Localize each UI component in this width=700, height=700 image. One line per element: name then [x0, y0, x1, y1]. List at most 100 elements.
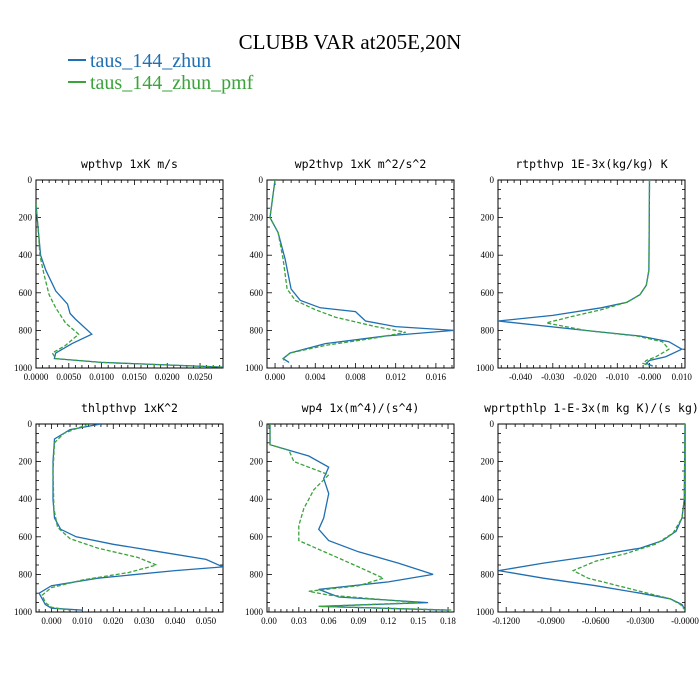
y-tick-label: 800 — [481, 569, 495, 579]
x-tick-label: 0.0050 — [56, 372, 81, 382]
series-line-taus-144-zhun-pmf — [41, 424, 159, 611]
legend-entry-taus-144-zhun-pmf: taus_144_zhun_pmf — [68, 72, 253, 95]
y-tick-label: 800 — [250, 325, 264, 335]
panel-6: wprtpthlp 1-E-3x(m kg K)/(s kg) 0 200 400 60… — [476, 401, 699, 626]
x-tick-label: 0.010 — [72, 616, 93, 626]
y-tick-label: 200 — [19, 213, 33, 223]
y-tick-label: 1000 — [245, 363, 264, 373]
y-tick-label: 0 — [28, 419, 33, 429]
y-tick-label: 800 — [19, 569, 33, 579]
x-tick-label: 0.03 — [291, 616, 307, 626]
x-tick-label: 0.000 — [265, 372, 286, 382]
y-tick-label: 1000 — [245, 607, 264, 617]
y-tick-label: 400 — [250, 250, 264, 260]
x-tick-label: 0.15 — [410, 616, 426, 626]
panel-title: wp4 1x(m^4)/(s^4) — [302, 401, 420, 415]
x-tick-label: 0.040 — [165, 616, 186, 626]
legend-swatch-green — [68, 81, 86, 84]
y-tick-label: 600 — [19, 532, 33, 542]
x-tick-label: -0.0300 — [626, 616, 654, 626]
y-tick-label: 400 — [19, 250, 33, 260]
y-tick-label: 1000 — [476, 363, 495, 373]
legend-entry-taus-144-zhun: taus_144_zhun — [68, 50, 211, 73]
series-line-taus-144-zhun — [38, 424, 223, 611]
y-tick-label: 600 — [250, 288, 264, 298]
series-line-taus-144-zhun-pmf — [269, 180, 406, 363]
y-tick-label: 400 — [250, 494, 264, 504]
y-tick-label: 1000 — [14, 363, 33, 373]
y-tick-label: 200 — [481, 213, 495, 223]
x-tick-label: 0.000 — [41, 616, 62, 626]
y-tick-label: 1000 — [476, 607, 495, 617]
y-tick-label: 800 — [19, 325, 33, 335]
x-tick-label: 0.0000 — [24, 372, 49, 382]
legend-label: taus_144_zhun_pmf — [90, 72, 254, 94]
x-tick-label: -0.020 — [573, 372, 597, 382]
y-tick-label: 200 — [19, 457, 33, 467]
series-line-taus-144-zhun-pmf — [546, 180, 670, 367]
series-line-taus-144-zhun — [36, 204, 223, 368]
y-tick-label: 600 — [19, 288, 33, 298]
y-tick-label: 600 — [250, 532, 264, 542]
x-tick-label: 0.030 — [134, 616, 155, 626]
x-tick-label: 0.020 — [103, 616, 124, 626]
panel-2: wp2thvp 1xK m^2/s^2020040060080010000.00… — [245, 157, 455, 382]
x-tick-label: 0.0250 — [188, 372, 213, 382]
series-line-taus-144-zhun — [498, 180, 684, 367]
x-tick-label: -0.000 — [638, 372, 662, 382]
y-tick-label: 400 — [481, 250, 495, 260]
x-tick-label: 0.00 — [261, 616, 277, 626]
x-tick-label: 0.008 — [345, 372, 366, 382]
x-tick-label: 0.06 — [321, 616, 337, 626]
plot-frame — [497, 423, 686, 613]
y-tick-label: 600 — [481, 288, 495, 298]
series-line-taus-144-zhun-pmf — [36, 204, 223, 368]
chart-main-title: CLUBB VAR at205E,20N — [238, 30, 462, 54]
y-tick-label: 400 — [19, 494, 33, 504]
y-tick-label: 1000 — [14, 607, 33, 617]
y-tick-label: 600 — [481, 532, 495, 542]
x-tick-label: -0.0000 — [671, 616, 699, 626]
panel-title: wp2thvp 1xK m^2/s^2 — [295, 157, 427, 171]
series-line-taus-144-zhun-pmf — [571, 424, 685, 611]
panel-4: thlpthvp 1xK^2 0 200 400 600 800 1000 0.000 0.01… — [14, 401, 224, 626]
y-tick-label: 800 — [481, 325, 495, 335]
series-line-taus-144-zhun — [269, 424, 449, 611]
x-tick-label: -0.1200 — [492, 616, 520, 626]
x-tick-label: -0.040 — [509, 372, 533, 382]
panel-title: wprtpthlp 1-E-3x(m kg K)/(s kg) — [484, 401, 699, 415]
x-tick-label: -0.010 — [606, 372, 630, 382]
y-tick-label: 0 — [490, 175, 495, 185]
y-tick-label: 400 — [481, 494, 495, 504]
y-tick-label: 0 — [259, 175, 264, 185]
x-tick-label: 0.0100 — [89, 372, 114, 382]
x-tick-label: 0.0150 — [122, 372, 147, 382]
series-line-taus-144-zhun — [269, 180, 454, 363]
plot-frame — [35, 179, 224, 369]
x-tick-label: 0.016 — [426, 372, 447, 382]
x-tick-label: 0.18 — [440, 616, 456, 626]
legend-swatch-blue — [68, 59, 86, 62]
y-tick-label: 200 — [250, 213, 264, 223]
x-tick-label: -0.0900 — [537, 616, 565, 626]
y-tick-label: 0 — [259, 419, 264, 429]
y-tick-label: 0 — [28, 175, 33, 185]
x-tick-label: 0.010 — [672, 372, 693, 382]
x-tick-label: 0.050 — [196, 616, 217, 626]
y-tick-label: 0 — [490, 419, 495, 429]
panel-title: rtpthvp 1E-3x(kg/kg) K — [515, 157, 667, 171]
x-tick-label: 0.0200 — [155, 372, 180, 382]
x-tick-label: 0.09 — [351, 616, 367, 626]
y-tick-label: 200 — [250, 457, 264, 467]
y-tick-label: 800 — [250, 569, 264, 579]
panel-3: rtpthvp 1E-3x(kg/kg) K 0 200 400 600 800 1000 -… — [476, 157, 692, 382]
panel-title: wpthvp 1xK m/s — [81, 157, 178, 171]
y-tick-label: 200 — [481, 457, 495, 467]
x-tick-label: 0.004 — [305, 372, 326, 382]
panel-title: thlpthvp 1xK^2 — [81, 401, 178, 415]
series-line-taus-144-zhun — [498, 424, 685, 611]
series-line-taus-144-zhun-pmf — [269, 424, 454, 611]
